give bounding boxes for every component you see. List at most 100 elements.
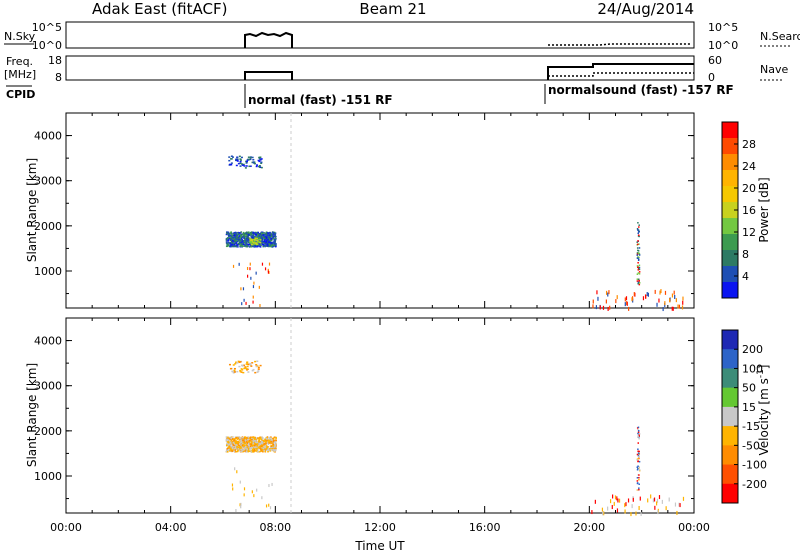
data-cell [671,306,673,311]
data-cell [264,448,266,451]
data-cell [638,433,641,435]
data-cell [266,442,269,444]
data-cell [262,437,264,439]
data-cell [668,497,670,502]
data-cell [257,366,260,369]
data-cell [261,436,263,438]
data-cell [253,240,256,243]
data-cell [273,450,276,452]
data-cell [251,234,254,237]
data-cell [259,304,261,308]
data-cell [229,447,232,449]
data-cell [268,438,271,440]
data-cell [254,446,257,448]
data-cell [602,511,604,516]
data-cell [261,242,263,244]
data-cell [638,437,640,440]
data-cell [637,428,639,431]
data-cell [228,447,230,450]
data-cell [244,232,247,235]
colorbar-swatch [722,426,738,446]
y-tick-label: 2000 [34,425,62,438]
data-cell [245,243,248,246]
data-cell [259,436,262,439]
data-cell [256,235,259,238]
data-cell [243,234,245,236]
data-cell [267,450,269,453]
data-cell [243,364,246,367]
data-cell [607,506,609,511]
data-cell [237,437,240,439]
data-cell [242,241,245,244]
data-cell [244,245,247,247]
data-cell [226,244,229,246]
data-cell [271,246,274,248]
data-cell [254,242,257,244]
data-cell [225,439,228,442]
data-cell [254,450,257,452]
data-cell [256,441,259,444]
cpid-row: CPID normal (fast) -151 RF normalsound (… [6,83,734,108]
data-cell [265,241,267,243]
data-cell [240,235,243,238]
data-cell [249,244,252,246]
data-cell [637,256,639,258]
data-cell [236,239,238,241]
data-cell [636,453,639,456]
data-cell [240,242,242,245]
data-cell [603,511,605,516]
nsky-panel: N.Sky 10^5 10^0 10^5 10^0 N.Search [4,21,800,52]
data-cell [638,264,641,267]
data-cell [682,300,684,305]
data-cell [638,433,640,436]
data-cell [238,155,241,158]
data-cell [245,301,247,305]
data-cell [233,367,236,370]
data-cell [239,448,242,451]
data-cell [266,439,268,442]
data-cell [233,245,235,248]
data-cell [259,233,261,235]
data-cell [674,294,676,299]
data-cell [246,449,248,452]
data-cell [245,232,248,235]
data-cell [245,233,247,236]
data-cell [273,436,276,438]
data-cell [592,304,594,309]
data-cell [656,498,659,503]
data-cell [630,512,632,517]
data-cell [248,238,250,241]
data-cell [230,158,233,160]
data-cell [231,245,234,248]
data-cell [269,241,272,244]
data-cell [257,368,260,370]
data-cell [247,231,250,233]
data-cell [642,296,645,301]
data-cell [257,237,260,240]
data-cell [269,238,272,240]
data-cell [259,239,262,241]
data-cell [228,448,231,451]
data-cell [636,254,639,256]
data-cell [261,450,263,452]
nsky-tick-high: 10^5 [32,21,62,34]
data-cell [247,238,249,241]
data-cell [235,440,237,442]
data-cell [260,158,263,160]
data-cell [674,502,677,507]
colorbar-frame [721,329,739,504]
data-cell [241,365,244,367]
data-cell [230,245,233,248]
data-cell [226,237,229,240]
data-cell [251,442,253,445]
data-cell [274,447,276,449]
colorbar-swatch [722,234,738,251]
data-cell [271,243,274,246]
station-title: Adak East (fitACF) [92,0,227,18]
data-cell [243,298,245,302]
data-cell [234,363,237,365]
data-cell [255,271,257,275]
data-cell [636,252,639,254]
data-cell [637,281,640,283]
data-cell [246,361,249,364]
